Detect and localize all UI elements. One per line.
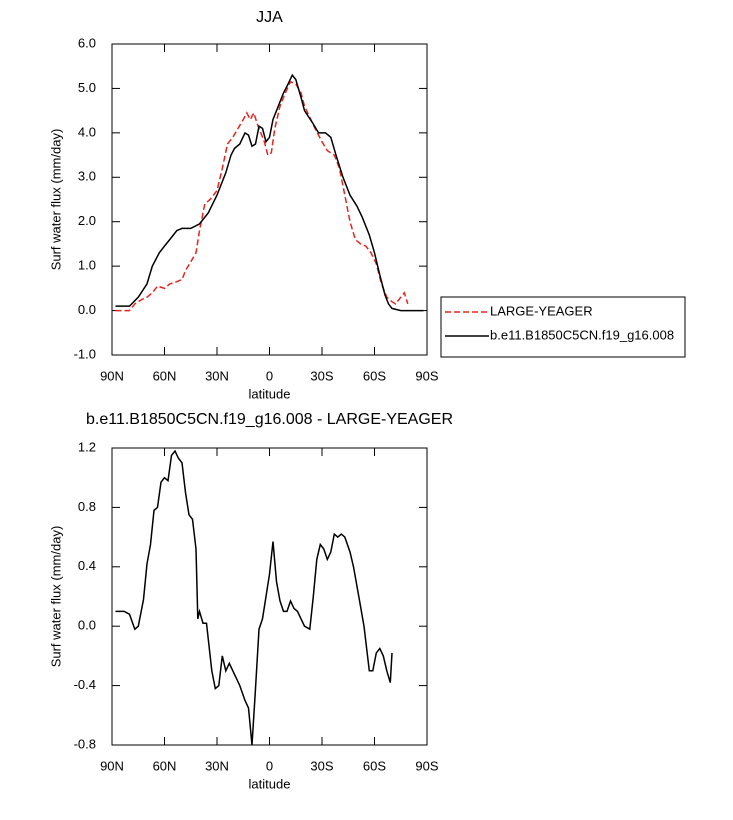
x-axis-label: latitude <box>249 386 291 401</box>
x-tick-label: 0 <box>266 758 273 773</box>
x-tick-label: 90N <box>100 758 124 773</box>
x-tick-label: 60S <box>363 758 386 773</box>
y-tick-label: 0.4 <box>78 558 96 573</box>
x-tick-label: 90N <box>100 368 124 383</box>
line-series <box>115 80 409 312</box>
y-tick-label: 4.0 <box>78 124 96 139</box>
y-tick-label: 1.0 <box>78 258 96 273</box>
line-series <box>115 449 393 746</box>
x-tick-label: 0 <box>266 368 273 383</box>
y-tick-label: 3.0 <box>78 169 96 184</box>
y-axis-label: Surf water flux (mm/day) <box>48 526 63 668</box>
y-axis-label: Surf water flux (mm/day) <box>48 129 63 271</box>
x-tick-label: 30N <box>205 758 229 773</box>
y-tick-label: 0.0 <box>78 618 96 633</box>
x-tick-label: 90S <box>415 368 438 383</box>
y-tick-label: -1.0 <box>74 346 96 361</box>
x-axis-label: latitude <box>249 776 291 791</box>
x-tick-label: 60S <box>363 368 386 383</box>
y-tick-label: 0.0 <box>78 302 96 317</box>
plot-frame <box>111 43 428 356</box>
y-tick-label: 2.0 <box>78 213 96 228</box>
x-tick-label: 90S <box>415 758 438 773</box>
y-tick-label: -0.8 <box>74 736 96 751</box>
y-tick-label: 5.0 <box>78 80 96 95</box>
x-tick-label: 30S <box>310 758 333 773</box>
y-tick-label: -0.4 <box>74 677 96 692</box>
legend-box <box>440 296 686 358</box>
y-tick-label: 0.8 <box>78 499 96 514</box>
x-tick-label: 60N <box>153 758 177 773</box>
y-tick-label: 1.2 <box>78 439 96 454</box>
chart-title: b.e11.B1850C5CN.f19_g16.008 - LARGE-YEAG… <box>86 411 453 428</box>
legend-label: LARGE-YEAGER <box>490 303 593 318</box>
y-tick-label: 6.0 <box>78 35 96 50</box>
x-tick-label: 30S <box>310 368 333 383</box>
x-tick-label: 60N <box>153 368 177 383</box>
line-series <box>115 73 424 312</box>
x-tick-label: 30N <box>205 368 229 383</box>
chart-title: JJA <box>256 9 283 26</box>
legend-label: b.e11.B1850C5CN.f19_g16.008 <box>490 327 674 342</box>
